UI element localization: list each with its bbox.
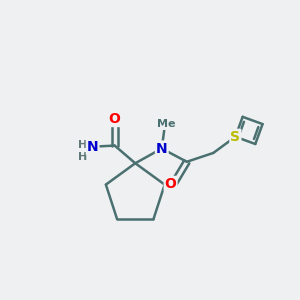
Text: N: N xyxy=(156,142,168,155)
Text: Me: Me xyxy=(157,119,176,129)
Text: H: H xyxy=(78,152,87,162)
Text: S: S xyxy=(230,130,240,144)
Text: H: H xyxy=(78,140,87,150)
Text: O: O xyxy=(165,177,176,191)
Text: N: N xyxy=(87,140,98,154)
Text: O: O xyxy=(109,112,121,126)
